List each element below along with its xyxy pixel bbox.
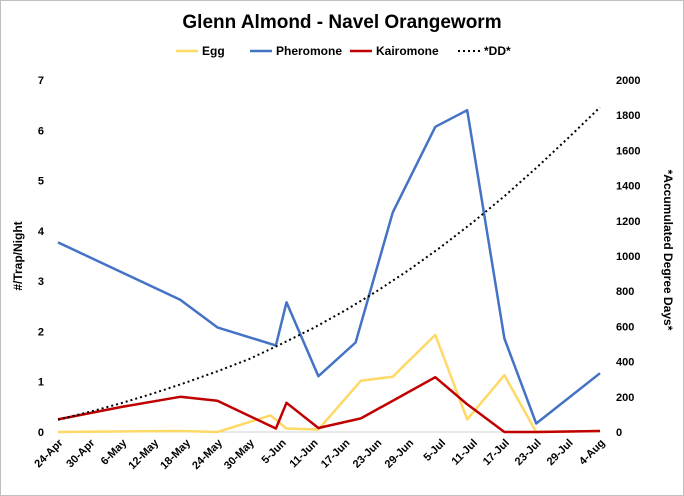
x-tick-label: 30-Apr [64,437,98,471]
legend-label-egg: Egg [202,44,225,58]
x-tick-label: 6-May [99,436,130,467]
y-tick-label: 1 [38,377,44,389]
x-tick-label: 24-Apr [32,437,66,471]
x-tick-label: 17-Jul [481,437,512,468]
y-tick-label: 6 [38,125,44,137]
y-tick-label: 4 [38,226,45,238]
y2-tick-label: 1400 [616,181,640,193]
y2-tick-label: 200 [616,392,634,404]
series-line-kairomone [57,375,601,434]
x-tick-label: 29-Jun [383,437,417,471]
chart-title: Glenn Almond - Navel Orangeworm [182,12,502,33]
y2-tick-label: 1800 [616,110,640,122]
x-tick-label: 5-Jul [422,437,449,464]
legend-label-pheromone: Pheromone [276,44,342,58]
x-tick-label: 4-Aug [577,437,608,468]
x-tick-label: 29-Jul [545,437,576,468]
legend-label-dd: *DD* [484,44,511,58]
y2-tick-label: 600 [616,321,634,333]
x-tick-label: 12-May [126,436,161,471]
y2-tick-label: 400 [616,357,634,369]
y2-tick-label: 0 [616,427,622,439]
y-tick-label: 0 [38,427,44,439]
y-axis-title: #/Trap/Night [11,221,25,290]
y2-axis-title: *Accumulated Degree Days* [661,170,675,331]
x-tick-label: 18-May [158,436,193,471]
y-tick-label: 3 [38,276,44,288]
y2-tick-label: 1200 [616,216,640,228]
x-tick-label: 11-Jun [287,437,320,470]
x-tick-label: 23-Jul [513,437,544,468]
series-line-dd [57,106,601,421]
x-tick-label: 5-Jun [260,437,289,466]
series-line-egg [57,333,601,434]
y2-tick-label: 2000 [616,75,640,87]
y2-tick-label: 1000 [616,251,640,263]
x-tick-label: 23-Jun [351,437,385,471]
x-tick-label: 24-May [190,436,225,471]
x-tick-label: 30-May [222,436,257,471]
y-tick-label: 5 [38,176,44,188]
y2-tick-label: 800 [616,286,634,298]
y2-tick-label: 1600 [616,145,640,157]
y-tick-label: 2 [38,326,44,338]
y-tick-label: 7 [38,75,44,87]
x-tick-label: 11-Jul [449,437,480,468]
legend-label-kairomone: Kairomone [376,44,439,58]
x-tick-label: 17-Jun [319,437,353,471]
series-line-pheromone [57,108,601,425]
